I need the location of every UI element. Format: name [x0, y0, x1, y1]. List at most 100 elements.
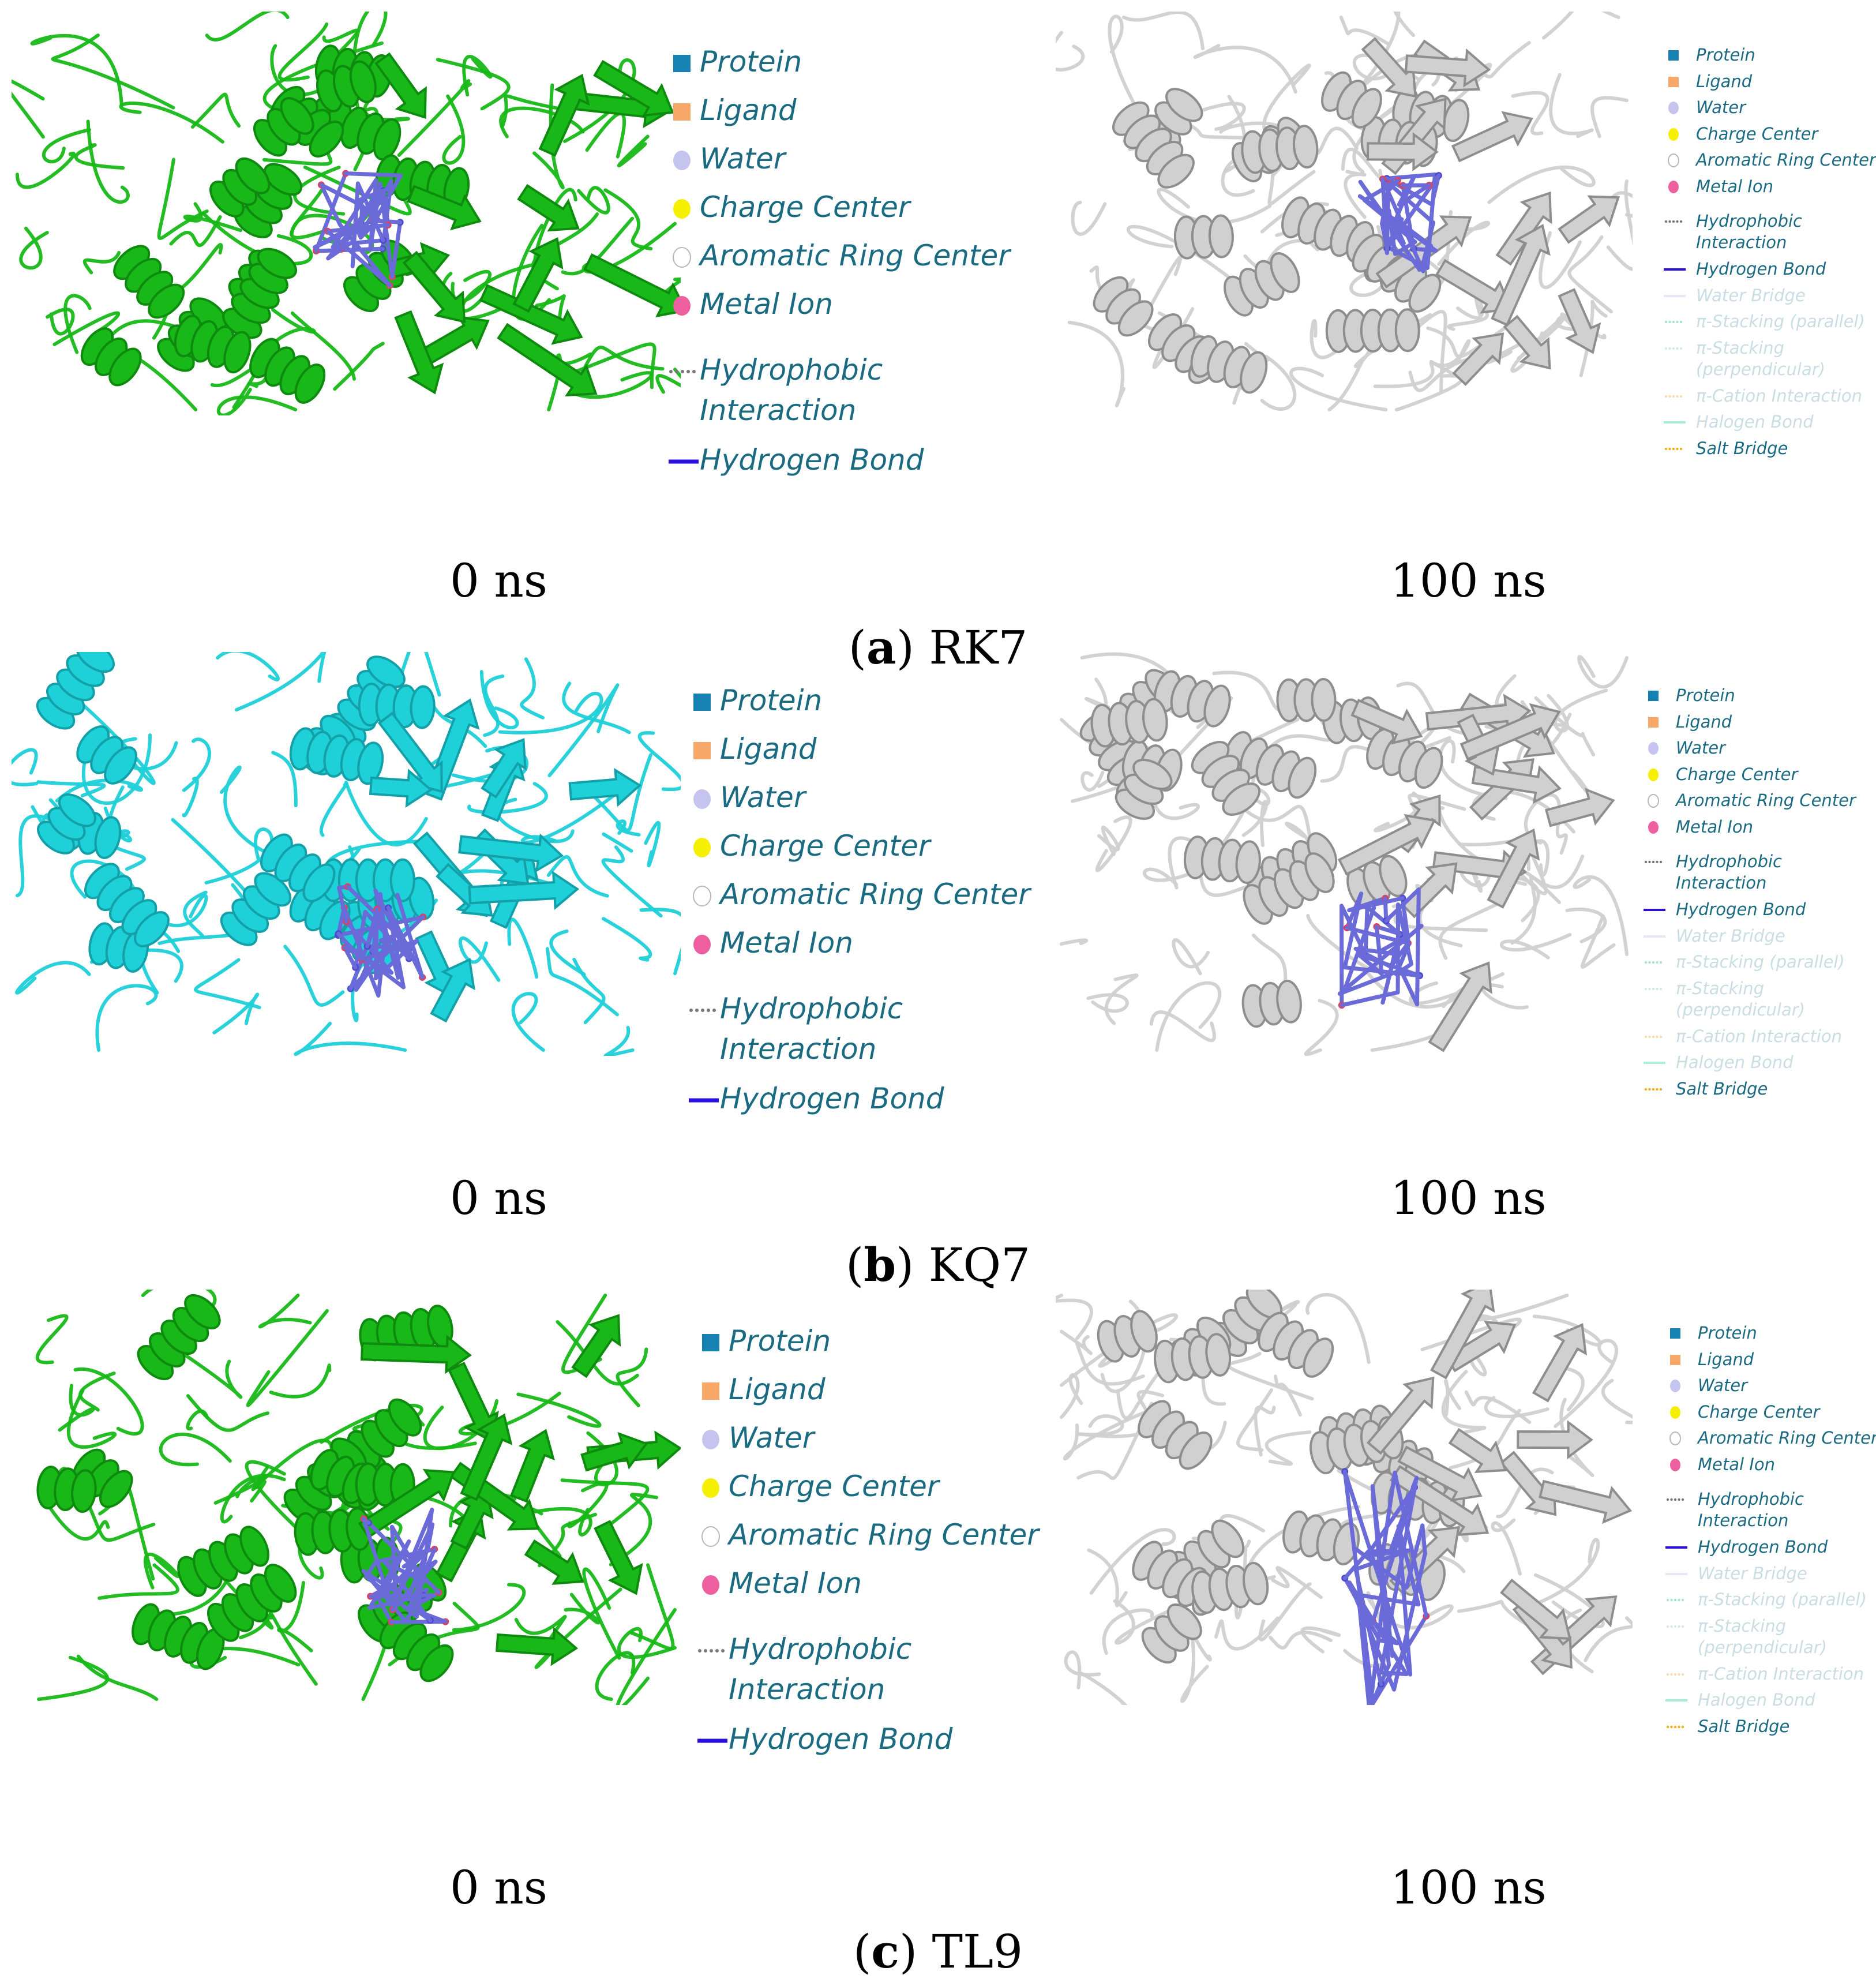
legend-label-line1: Hydrophobic	[1676, 852, 1782, 871]
square-marker-icon	[702, 1382, 719, 1400]
square-marker-icon	[693, 742, 711, 759]
legend-label-line2: Interaction	[1676, 873, 1767, 893]
alpha-helix	[1093, 276, 1154, 337]
alpha-helix	[294, 1507, 372, 1556]
legend-label: Water Bridge	[1698, 1563, 1807, 1583]
beta-strand	[481, 738, 527, 799]
protein-loop	[97, 1563, 179, 1600]
protein-loop	[190, 92, 241, 129]
protein-loop	[220, 1474, 286, 1524]
protein-loop	[602, 832, 633, 853]
protein-cartoon	[12, 12, 681, 415]
protein-loop	[567, 1481, 609, 1528]
protein-loop	[19, 226, 49, 270]
protein-loop	[601, 917, 652, 962]
alpha-helix	[137, 1294, 221, 1381]
protein-loop	[1532, 1314, 1602, 1347]
legend-label: Salt Bridge	[1676, 1078, 1768, 1099]
protein-loop	[1491, 1518, 1522, 1576]
alpha-helix	[253, 97, 314, 157]
beta-strand	[512, 237, 564, 313]
protein-loop	[507, 917, 539, 979]
alpha-helix	[1173, 214, 1234, 260]
time-label-a-left: 0 ns	[450, 554, 547, 608]
alpha-helix	[113, 245, 185, 319]
protein-loop	[37, 1655, 110, 1701]
dotted-line-icon	[1664, 395, 1683, 398]
legend-label: π-Stacking (parallel)	[1676, 952, 1845, 972]
protein-loop	[521, 793, 616, 844]
protein-loop	[1573, 875, 1629, 956]
circle-marker-icon	[1670, 1380, 1680, 1392]
beta-strand	[1366, 1376, 1435, 1455]
protein-loop	[460, 258, 561, 313]
protein-loop	[462, 55, 493, 97]
dotted-line-icon	[1666, 1625, 1684, 1628]
alpha-helix	[80, 327, 142, 387]
ring-marker-icon	[1648, 794, 1659, 808]
protein-loop	[637, 731, 681, 792]
legend-label: Water	[1676, 738, 1725, 758]
beta-strand	[1375, 215, 1472, 288]
protein-loop	[1373, 361, 1462, 388]
beta-strand	[1503, 314, 1551, 370]
legend-label: Halogen Bond	[1698, 1690, 1815, 1710]
dotted-line-icon	[1644, 1035, 1663, 1038]
legend-label: Aromatic Ring Center	[1698, 1428, 1876, 1448]
legend-label: Halogen Bond	[1676, 1052, 1794, 1072]
legend-label-line2: Interaction	[700, 394, 857, 427]
protein-loop	[1456, 294, 1484, 320]
protein-loop	[616, 1607, 677, 1705]
protein-loop	[66, 1389, 117, 1449]
protein-loop	[86, 119, 130, 204]
protein-loop	[15, 961, 91, 995]
protein-loop	[1344, 170, 1367, 219]
protein-loop	[1056, 1294, 1093, 1340]
legend-label-line2: Interaction	[729, 1673, 886, 1706]
protein-loop	[563, 58, 636, 143]
beta-strand	[402, 250, 466, 324]
protein-loop	[1273, 1374, 1302, 1417]
legend-label: Salt Bridge	[1696, 438, 1788, 458]
solid-line-icon	[1664, 421, 1686, 424]
circle-marker-icon	[673, 151, 691, 170]
beta-strand	[1558, 195, 1620, 244]
protein-loop	[1095, 815, 1132, 872]
legend-label: Protein	[729, 1324, 831, 1358]
protein-loop	[1542, 12, 1620, 40]
protein-loop	[344, 780, 428, 846]
legend-label-line1: π-Stacking	[1696, 338, 1785, 358]
protein-loop	[538, 1512, 598, 1568]
protein-loop	[35, 1314, 69, 1365]
protein-loop	[1086, 993, 1129, 1013]
protein-loop	[74, 143, 125, 170]
protein-loop	[157, 158, 209, 240]
protein-loop	[1429, 339, 1471, 368]
protein-loop	[271, 751, 298, 808]
protein-loop	[159, 1433, 232, 1467]
legend-label: Metal Ion	[720, 926, 853, 960]
protein-loop	[216, 388, 298, 415]
protein-loop	[238, 1612, 318, 1686]
panel-tl9: Protein Ligand Water Charge Center Aromatic …	[0, 1278, 1876, 1913]
solid-line-icon	[1665, 1699, 1687, 1702]
beta-strand	[460, 1413, 513, 1501]
protein-loop	[205, 12, 290, 42]
dotted-line-icon	[1644, 1088, 1663, 1091]
protein-loop	[1102, 1608, 1154, 1655]
protein-loop	[1060, 1329, 1093, 1355]
protein-loop	[397, 79, 472, 158]
protein-loop	[161, 894, 208, 928]
beta-strand	[1459, 703, 1561, 761]
legend-label: Protein	[1676, 685, 1735, 705]
dotted-line-icon	[1666, 1598, 1684, 1602]
alpha-helix	[207, 1564, 297, 1642]
protein-loop	[1180, 1611, 1209, 1703]
protein-loop	[1064, 1650, 1101, 1689]
protein-loop	[1265, 1430, 1312, 1466]
circle-marker-icon	[702, 1478, 719, 1498]
square-marker-icon	[673, 103, 691, 121]
legend-label: π-Cation Interaction	[1676, 1026, 1843, 1046]
protein-loop	[30, 33, 123, 107]
protein-loop	[575, 346, 665, 385]
